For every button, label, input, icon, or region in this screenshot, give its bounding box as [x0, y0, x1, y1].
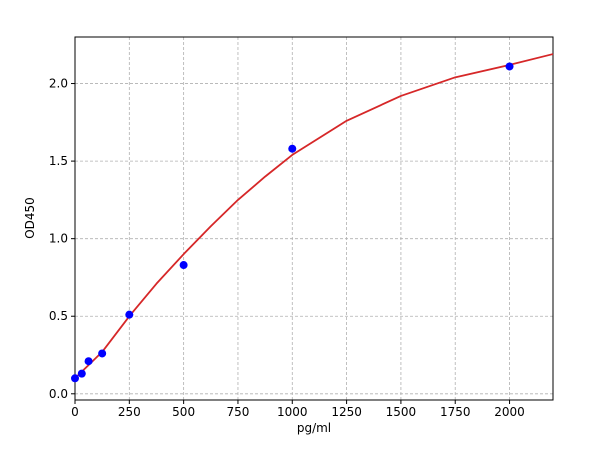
y-tick-label: 1.0	[49, 232, 68, 246]
data-point	[288, 144, 297, 153]
data-point	[179, 261, 188, 270]
x-tick-label: 1750	[440, 405, 471, 419]
x-tick-label: 250	[118, 405, 141, 419]
data-point	[125, 310, 134, 319]
x-tick-label: 0	[71, 405, 79, 419]
x-tick-label: 750	[227, 405, 250, 419]
x-tick-label: 2000	[494, 405, 525, 419]
y-axis-label: OD450	[23, 197, 37, 239]
x-tick-label: 1000	[277, 405, 308, 419]
data-point	[505, 62, 514, 71]
data-point	[71, 374, 79, 383]
plot-frame	[74, 36, 554, 401]
x-tick-label: 500	[172, 405, 195, 419]
y-tick-label: 1.5	[49, 154, 68, 168]
y-tick-label: 2.0	[49, 77, 68, 91]
fit-curve	[74, 53, 554, 379]
x-axis-label: pg/ml	[297, 421, 331, 435]
data-point	[77, 369, 86, 378]
x-tick-label: 1500	[386, 405, 417, 419]
y-tick-label: 0.5	[49, 309, 68, 323]
x-tick-label: 1250	[331, 405, 362, 419]
y-tick-label: 0.0	[49, 387, 68, 401]
data-point	[84, 357, 93, 366]
data-point	[98, 349, 107, 358]
